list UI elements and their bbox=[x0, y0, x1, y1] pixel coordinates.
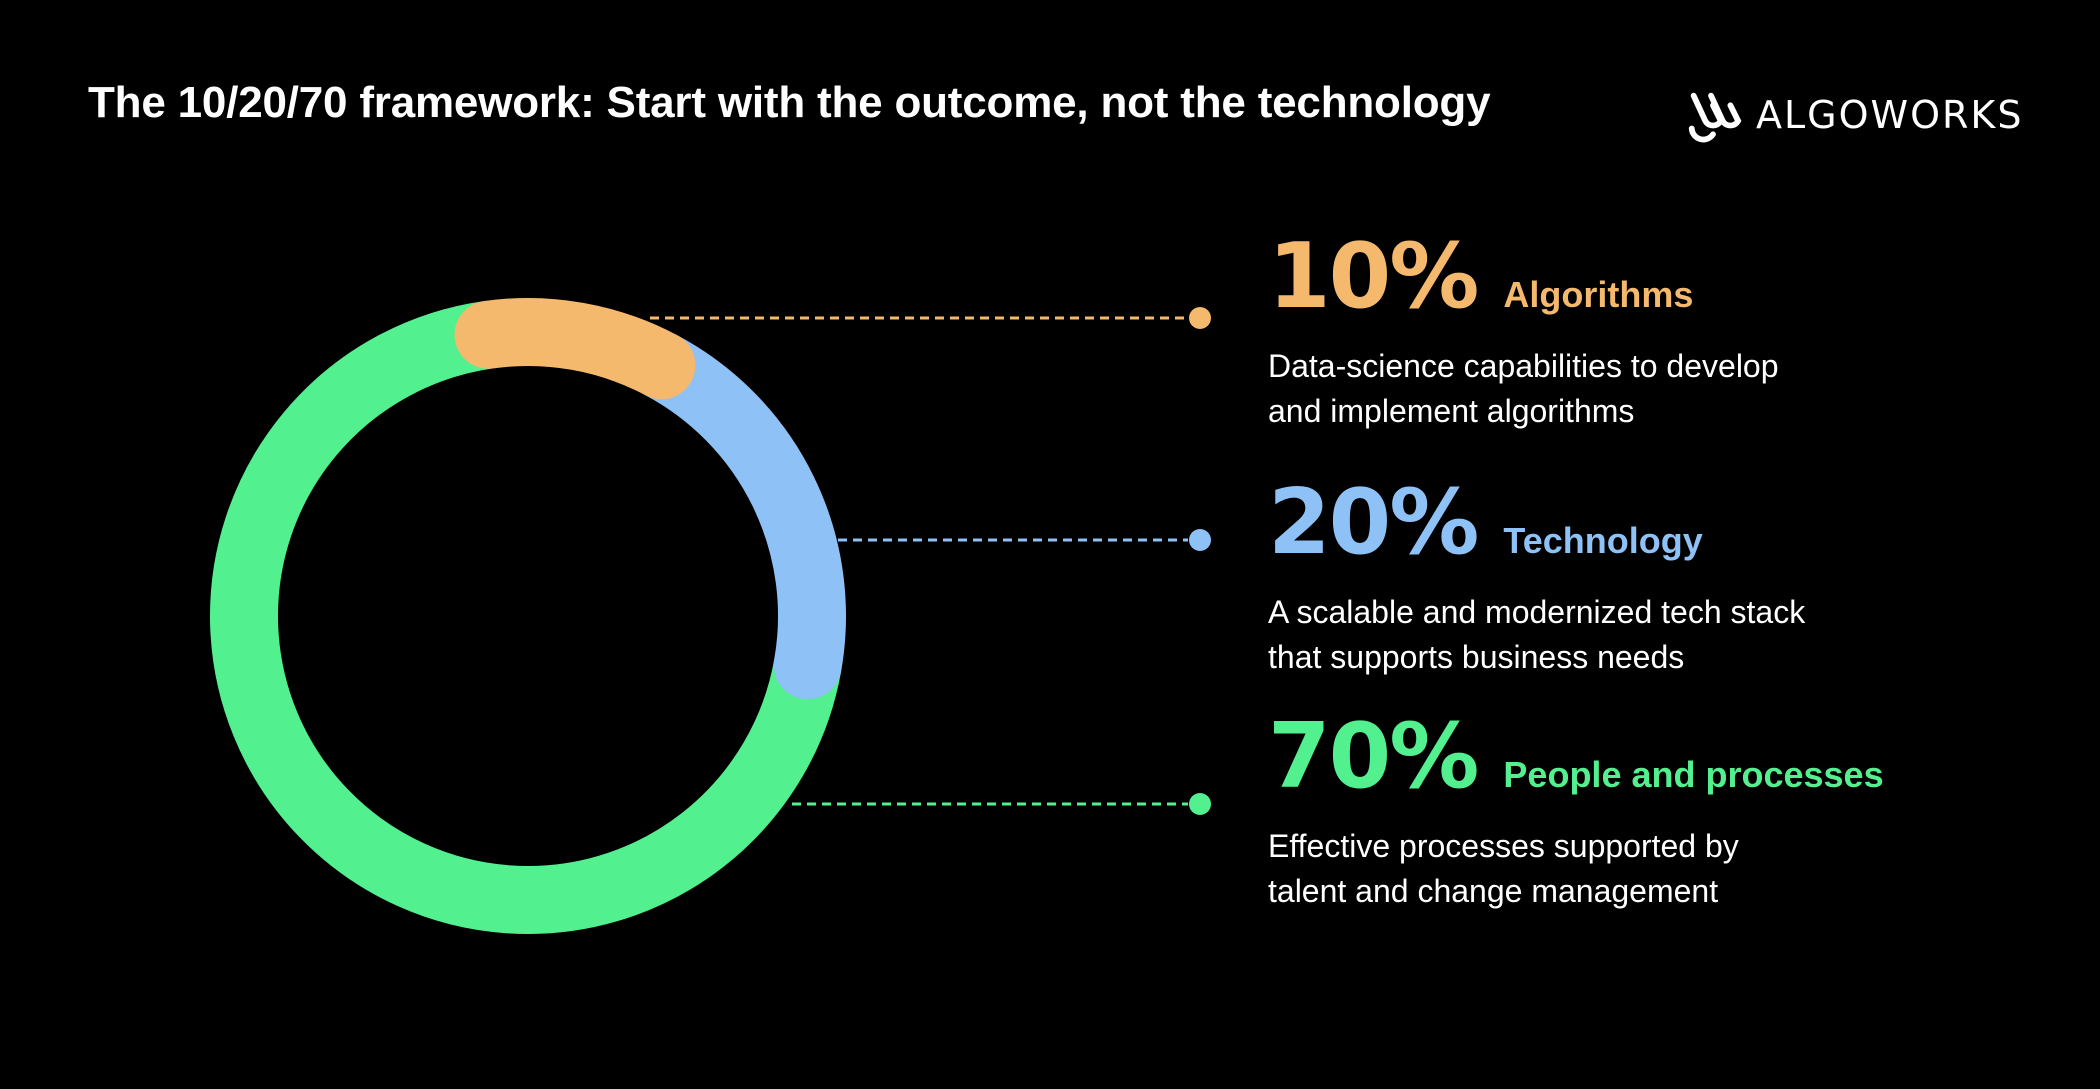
description-line: A scalable and modernized tech stack bbox=[1268, 594, 1806, 630]
legend-entry-technology: 20% Technology A scalable and modernized… bbox=[1268, 478, 1908, 680]
series-description: A scalable and modernized tech stack tha… bbox=[1268, 590, 1908, 680]
logo-wordmark: algoworks bbox=[1756, 93, 2024, 137]
description-line: that supports business needs bbox=[1268, 639, 1685, 675]
donut-segment-people-and-processes bbox=[210, 300, 842, 934]
brand-logo: algoworks bbox=[1684, 86, 2023, 144]
description-line: Data-science capabilities to develop bbox=[1268, 348, 1779, 384]
description-line: and implement algorithms bbox=[1268, 393, 1635, 429]
description-line: talent and change management bbox=[1268, 873, 1719, 909]
series-label: Algorithms bbox=[1503, 274, 1694, 315]
percent-value: 20% bbox=[1268, 470, 1479, 575]
leader-dot-algorithms bbox=[1189, 307, 1211, 329]
leader-dot-technology bbox=[1189, 529, 1211, 551]
series-description: Effective processes supported by talent … bbox=[1268, 824, 1908, 914]
algoworks-logo-icon bbox=[1688, 92, 1742, 143]
leader-dot-people-and-processes bbox=[1189, 793, 1211, 815]
donut-segment-algorithms bbox=[454, 298, 696, 400]
description-line: Effective processes supported by bbox=[1268, 828, 1739, 864]
donut-segment-technology bbox=[627, 331, 846, 700]
series-label: Technology bbox=[1503, 520, 1703, 561]
percent-value: 10% bbox=[1268, 224, 1479, 329]
series-label: People and processes bbox=[1503, 754, 1884, 795]
legend-entry-algorithms: 10% Algorithms Data-science capabilities… bbox=[1268, 232, 1908, 434]
series-description: Data-science capabilities to develop and… bbox=[1268, 344, 1908, 434]
legend-entry-people-processes: 70% People and processes Effective proce… bbox=[1268, 712, 1908, 914]
page-title: The 10/20/70 framework: Start with the o… bbox=[88, 78, 1491, 127]
percent-value: 70% bbox=[1268, 704, 1479, 809]
